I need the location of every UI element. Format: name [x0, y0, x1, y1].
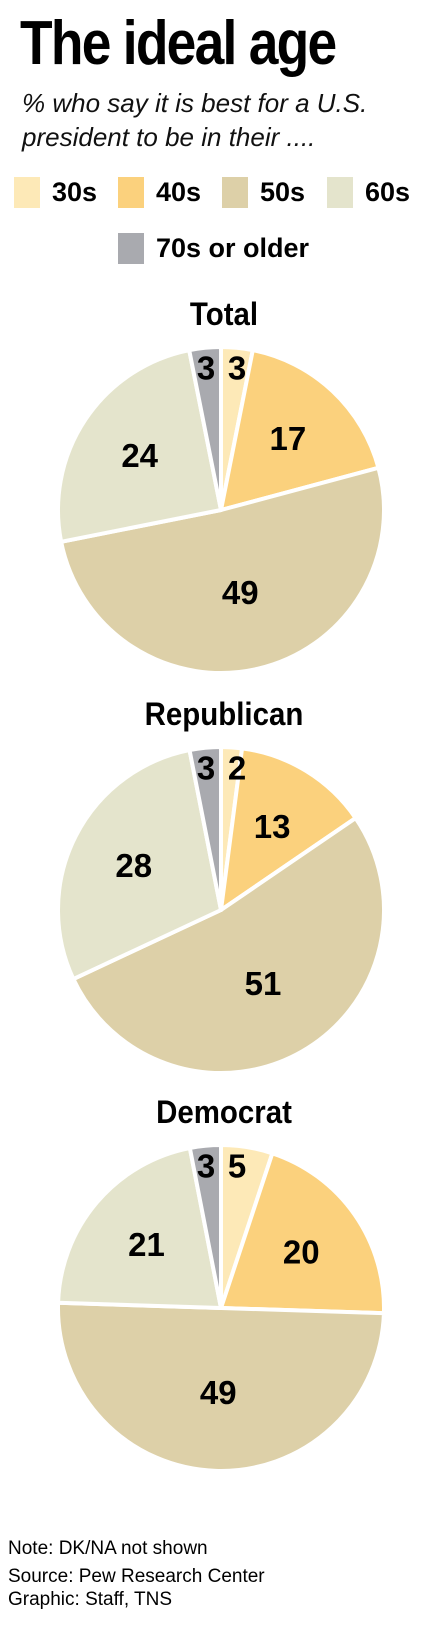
note-text: Note: DK/NA not shown	[8, 1538, 208, 1559]
pie-label-republican-50s: 51	[245, 965, 282, 1002]
legend-swatch-60s	[327, 177, 353, 208]
pie-label-republican-30s: 2	[228, 750, 246, 787]
pie-slice-democrat-40s	[219, 1151, 386, 1316]
legend-label-70s-or-older: 70s or older	[156, 233, 310, 263]
pie-slice-republican-60s	[56, 748, 223, 982]
pie-label-democrat-60s: 21	[128, 1226, 165, 1263]
pie-slice-total-50s	[59, 465, 386, 675]
pie-slice-total-40s	[219, 348, 381, 512]
pie-chart-democrat: 5 20 49 21 3	[56, 1143, 386, 1473]
legend-item-60s: 60s	[327, 177, 410, 208]
pie-label-democrat-30s: 5	[228, 1148, 246, 1185]
legend-swatch-70s-or-older	[118, 233, 144, 264]
pie-label-total-60s: 24	[121, 437, 158, 474]
legend-swatch-50s	[222, 177, 248, 208]
pie-label-total-30s: 3	[228, 350, 246, 387]
legend-label-40s: 40s	[156, 177, 202, 207]
legend-label-30s: 30s	[52, 177, 98, 207]
pie-chart-republican: 213 51 28 3	[56, 745, 386, 1075]
credit-text: Graphic: Staff, TNS	[8, 1589, 173, 1610]
pie-chart-total: 3 17 49 24 3	[56, 345, 386, 675]
pie-label-total-70s-or-older: 3	[197, 350, 215, 387]
pie-slice-republican-50s	[71, 816, 386, 1075]
pie-label-democrat-50s: 49	[200, 1374, 237, 1411]
pie-title-democrat: Democrat	[156, 1094, 292, 1130]
legend-item-40s: 40s	[118, 177, 201, 208]
pie-slice-democrat-60s	[56, 1146, 223, 1310]
pie-slice-total-60s	[56, 348, 223, 544]
pie-slice-democrat-50s	[56, 1300, 386, 1473]
legend-item-70s-or-older: 70s or older	[118, 233, 309, 264]
source-text: Source: Pew Research Center	[8, 1566, 265, 1587]
pie-slice-democrat-70s-or-older	[187, 1143, 223, 1310]
pie-label-republican-60s: 28	[115, 847, 152, 884]
pie-slice-republican-40s	[219, 746, 358, 912]
pie-title-republican: Republican	[144, 696, 304, 732]
pie-title-total: Total	[189, 296, 259, 332]
pie-label-republican-40s: 13	[254, 808, 291, 845]
pie-label-total-50s: 49	[222, 574, 259, 611]
chart-subtitle: % who say it is best for a U.S. presiden…	[22, 88, 368, 152]
pie-label-democrat-40s: 20	[283, 1234, 320, 1271]
legend-item-30s: 30s	[14, 177, 97, 208]
legend-label-60s: 60s	[365, 177, 411, 207]
legend-label-50s: 50s	[260, 177, 306, 207]
legend-swatch-30s	[14, 177, 40, 208]
legend-item-50s: 50s	[222, 177, 305, 208]
pie-label-republican-70s-or-older: 3	[197, 750, 215, 787]
pie-slice-total-70s-or-older	[187, 345, 223, 512]
legend-swatch-40s	[118, 177, 144, 208]
chart-title: The ideal age	[20, 9, 337, 78]
pie-slice-republican-70s-or-older	[187, 745, 223, 912]
pie-label-democrat-70s-or-older: 3	[197, 1148, 215, 1185]
pie-label-total-40s: 17	[269, 420, 306, 457]
